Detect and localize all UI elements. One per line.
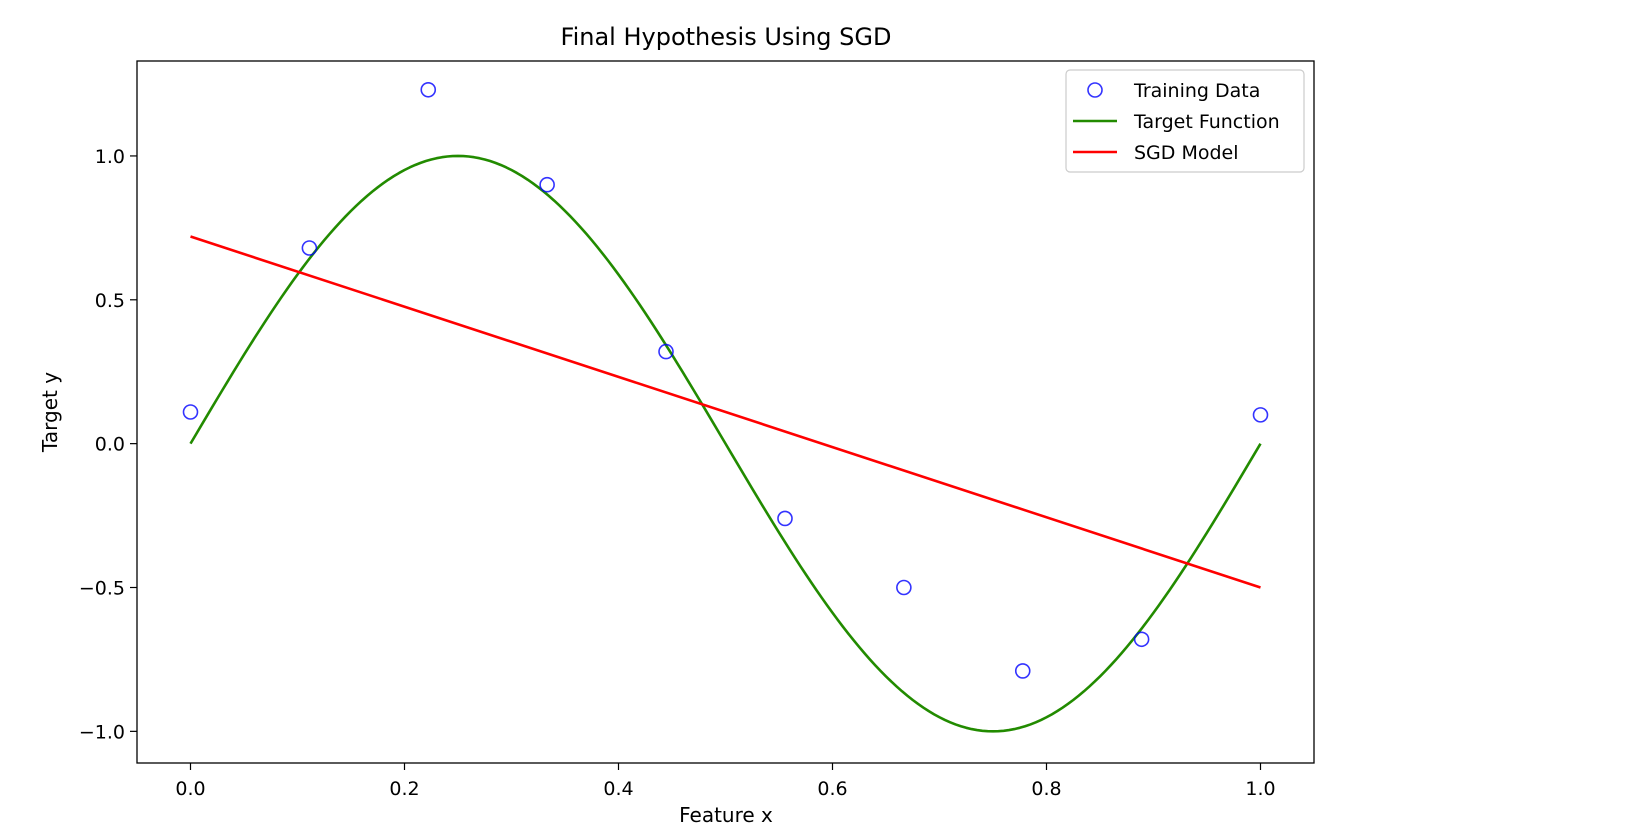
x-tick-label: 1.0: [1245, 778, 1275, 800]
y-tick-label: 0.5: [95, 290, 125, 312]
training-data-point: [1252, 407, 1269, 423]
sgd-model-line: [190, 235, 1261, 589]
x-tick-label: 0.2: [389, 778, 419, 800]
training-data-point: [896, 579, 912, 596]
x-tick-label: 0.4: [603, 778, 633, 800]
legend-box: [1065, 69, 1305, 173]
training-data-point: [658, 343, 674, 360]
training-data-point: [301, 240, 318, 256]
axes-frame: [136, 60, 1315, 764]
x-axis-ticks: 0.0 0.2 0.4 0.6 0.8 1.0: [175, 763, 1276, 800]
y-tick-label: −1.0: [79, 721, 125, 743]
legend: Training Data Target Function SGD Model: [1065, 69, 1305, 173]
training-data-point: [1014, 663, 1031, 679]
y-tick-label: 0.0: [95, 434, 125, 456]
y-tick-label: −0.5: [79, 578, 125, 600]
y-axis-ticks: −1.0 −0.5 0.0 0.5 1.0: [79, 146, 137, 743]
y-axis-label: Target y: [38, 372, 62, 453]
training-data-point: [777, 510, 793, 527]
training-data-point: [182, 404, 199, 420]
x-tick-label: 0.8: [1031, 778, 1061, 800]
legend-sgd-model-label: SGD Model: [1134, 142, 1239, 164]
training-data-point: [539, 176, 555, 193]
training-data-point: [420, 81, 437, 98]
plot-area: [136, 60, 1315, 764]
x-axis-label: Feature x: [679, 803, 773, 827]
legend-target-function-label: Target Function: [1133, 111, 1280, 133]
x-tick-label: 0.0: [175, 778, 205, 800]
legend-training-data-label: Training Data: [1133, 80, 1260, 102]
target-function-line: [189, 154, 1262, 733]
legend-training-data-marker: [1087, 82, 1103, 98]
y-tick-label: 1.0: [95, 146, 125, 168]
chart-title: Final Hypothesis Using SGD: [561, 23, 892, 51]
training-data-point: [1133, 631, 1150, 648]
x-tick-label: 0.6: [817, 778, 847, 800]
